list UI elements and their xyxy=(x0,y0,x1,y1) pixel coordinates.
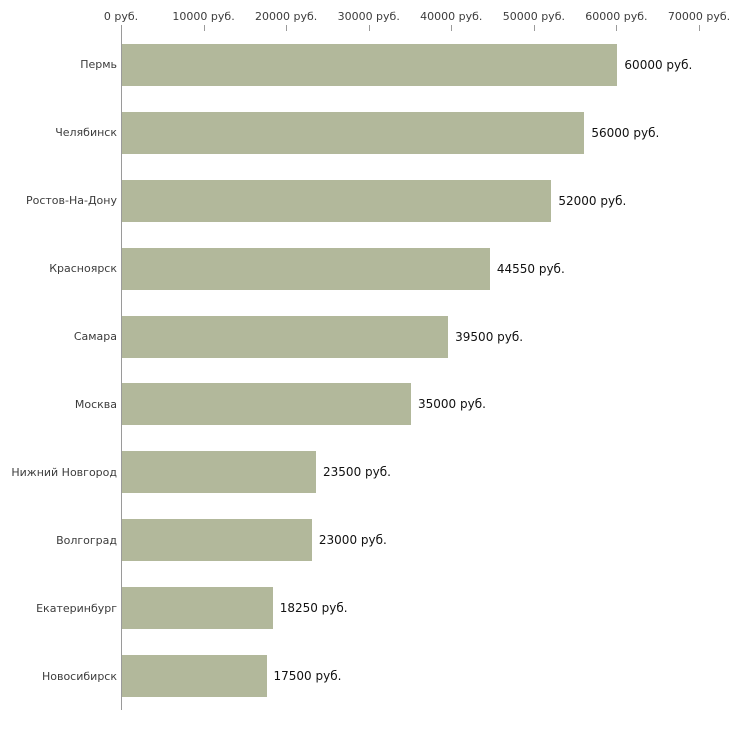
category-label: Волгоград xyxy=(56,533,117,547)
x-tick-label: 60000 руб. xyxy=(585,10,648,23)
bar xyxy=(122,43,618,86)
bar xyxy=(122,247,490,290)
category-label: Самара xyxy=(73,330,117,344)
value-label: 44550 руб. xyxy=(496,261,565,276)
category-label: Новосибирск xyxy=(41,669,117,683)
bar-row: Пермь 60000 руб. xyxy=(80,31,699,99)
x-tick-mark xyxy=(286,25,288,31)
bar xyxy=(122,179,552,222)
category-label: Пермь xyxy=(80,58,117,72)
bar-row: Самара 39500 руб. xyxy=(74,303,699,371)
x-tick-label: 10000 руб. xyxy=(172,10,235,23)
bar-row: Новосибирск 17500 руб. xyxy=(42,642,699,710)
x-tick-label: 50000 руб. xyxy=(502,10,565,23)
x-tick-label: 30000 руб. xyxy=(337,10,400,23)
bar-row: Челябинск 56000 руб. xyxy=(55,99,699,167)
category-label: Челябинск xyxy=(55,126,117,140)
bar-row: Волгоград 23000 руб. xyxy=(56,506,699,574)
value-label: 23500 руб. xyxy=(323,465,391,480)
bar-row: Нижний Новгород 23500 руб. xyxy=(11,438,699,506)
value-label: 23000 руб. xyxy=(318,533,387,548)
bar xyxy=(122,451,317,494)
category-label: Ростов-На-Дону xyxy=(25,194,117,208)
bar xyxy=(122,315,449,358)
value-label: 52000 руб. xyxy=(558,193,627,208)
bar xyxy=(122,519,312,562)
category-label: Москва xyxy=(74,397,117,411)
value-label: 56000 руб. xyxy=(591,125,660,140)
category-label: Нижний Новгород xyxy=(11,465,117,479)
bar xyxy=(122,111,585,154)
plot-area: Пермь 60000 руб. Челябинск 56000 руб. Ростов… xyxy=(11,31,699,710)
category-label: Екатеринбург xyxy=(36,601,117,615)
x-tick-label: 70000 руб. xyxy=(667,10,730,23)
x-tick-label: 0 руб. xyxy=(103,10,139,23)
bar xyxy=(122,655,267,698)
value-label: 17500 руб. xyxy=(273,669,342,684)
value-label: 60000 руб. xyxy=(624,57,693,72)
x-tick-label: 20000 руб. xyxy=(255,10,318,23)
value-label: 18250 руб. xyxy=(279,601,348,616)
x-tick-mark xyxy=(616,25,618,31)
category-label: Красноярск xyxy=(49,262,117,276)
bar-row: Ростов-На-Дону 52000 руб. xyxy=(26,167,699,235)
bar-row: Красноярск 44550 руб. xyxy=(49,235,699,303)
bar xyxy=(122,383,411,426)
x-axis: 0 руб. 10000 руб. 20000 руб. 30000 руб. 4000… xyxy=(0,0,730,31)
value-label: 35000 руб. xyxy=(418,397,486,412)
x-tick-mark xyxy=(699,25,700,31)
x-tick-mark xyxy=(451,25,453,31)
bar xyxy=(122,587,273,630)
x-tick-label: 40000 руб. xyxy=(420,10,483,23)
x-tick-mark xyxy=(368,25,370,31)
value-label: 39500 руб. xyxy=(455,329,524,344)
bar-row: Екатеринбург 18250 руб. xyxy=(36,574,699,642)
bar-row: Москва 35000 руб. xyxy=(75,371,699,439)
x-tick-mark xyxy=(533,25,535,31)
x-tick-mark xyxy=(203,25,205,31)
x-tick-mark xyxy=(121,25,122,31)
